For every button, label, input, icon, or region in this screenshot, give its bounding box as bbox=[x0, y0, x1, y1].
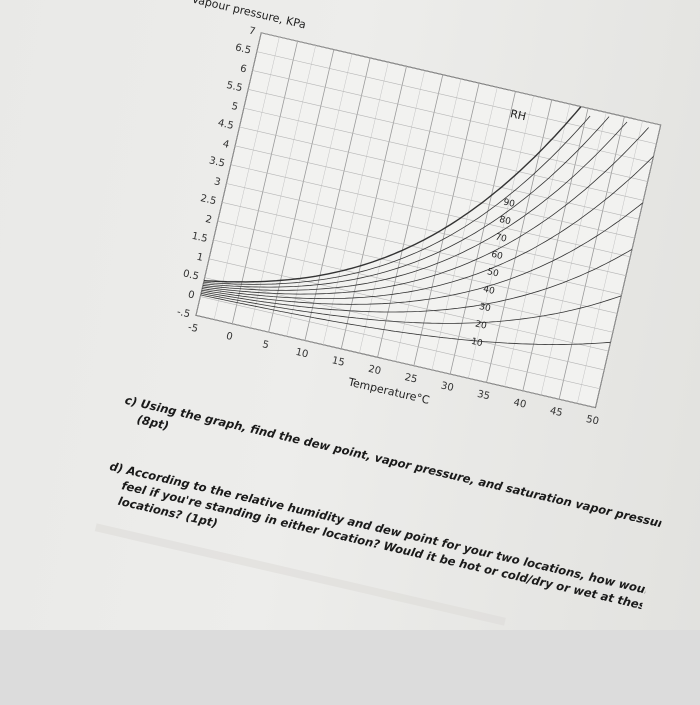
grid-line-x bbox=[231, 41, 298, 324]
y-tick-label: 2.5 bbox=[199, 193, 217, 207]
rh-label-70: 70 bbox=[494, 232, 508, 244]
grid-line-x bbox=[322, 62, 389, 345]
grid-line-y bbox=[200, 296, 600, 390]
x-tick-label: 5 bbox=[261, 339, 270, 351]
grid-line-y bbox=[208, 258, 609, 352]
y-tick-label: 6.5 bbox=[234, 42, 252, 56]
rh-label-30: 30 bbox=[478, 302, 492, 314]
grid-line-x bbox=[395, 78, 462, 362]
x-tick-label: 30 bbox=[440, 380, 455, 394]
grid-line-x bbox=[340, 66, 407, 349]
y-tick-label: 7 bbox=[248, 26, 257, 38]
grid-line-y bbox=[252, 70, 653, 163]
question-c-line1: c) Using the graph, find the dew point, … bbox=[124, 393, 678, 534]
rh-label-80: 80 bbox=[498, 215, 512, 227]
x-tick-label: 0 bbox=[225, 331, 234, 343]
grid-line-y bbox=[261, 32, 661, 126]
y-tick-label: 4.5 bbox=[217, 118, 235, 132]
grid-line-x bbox=[286, 53, 353, 337]
y-tick-label: 0.5 bbox=[182, 268, 200, 282]
question-c-line2: (8pt) bbox=[136, 412, 171, 433]
rh-label-90: 90 bbox=[502, 198, 516, 210]
grid-line-x bbox=[449, 91, 516, 375]
y-tick-label: 0 bbox=[187, 289, 196, 301]
x-tick-labels: -5 0 5 10 15 20 25 30 35 40 45 50 bbox=[187, 322, 600, 428]
grid-line-y bbox=[213, 239, 613, 333]
rh-curve-labels: 90 80 70 60 50 40 30 20 10 bbox=[470, 198, 516, 350]
y-tick-label: 6 bbox=[239, 63, 248, 75]
x-tick-label: 15 bbox=[331, 355, 346, 369]
y-tick-label: 1.5 bbox=[191, 231, 209, 245]
y-tick-label: 1 bbox=[195, 252, 204, 264]
y-tick-label: 5.5 bbox=[225, 80, 243, 94]
rh-label-10: 10 bbox=[470, 337, 484, 349]
rh-label-20: 20 bbox=[474, 319, 488, 331]
y-tick-label: -.5 bbox=[176, 307, 191, 321]
grid-line-y bbox=[217, 220, 618, 314]
rh-curve-30 bbox=[201, 249, 633, 313]
rh-label-50: 50 bbox=[486, 267, 500, 279]
x-tick-label: 25 bbox=[403, 372, 418, 386]
grid-line-y bbox=[239, 126, 640, 220]
x-tick-label: 20 bbox=[367, 364, 382, 378]
grid-line-x bbox=[577, 120, 643, 404]
x-tick-label: 35 bbox=[476, 389, 491, 403]
grid-line-x bbox=[540, 112, 607, 396]
grid-line-y bbox=[226, 183, 626, 277]
grid-line-y bbox=[235, 145, 635, 239]
rh-curve-60 bbox=[202, 127, 649, 295]
grid-vertical bbox=[195, 32, 662, 408]
grid-line-y bbox=[195, 315, 596, 408]
grid-line-y bbox=[256, 51, 657, 145]
grid-line-y bbox=[221, 202, 622, 295]
x-tick-label: 50 bbox=[585, 414, 600, 428]
rh-curve-80 bbox=[203, 116, 610, 288]
grid-line-x bbox=[195, 32, 262, 316]
grid-line-x bbox=[595, 124, 662, 408]
grid-line-x bbox=[359, 70, 425, 354]
y-tick-labels: -.5 0 0.5 1 1.5 2 2.5 3 3.5 4 4.5 5 5.5 6 6.5 7 bbox=[176, 26, 257, 321]
grid-line-x bbox=[431, 87, 498, 370]
grid-line-x bbox=[468, 95, 534, 379]
rh-label-40: 40 bbox=[482, 285, 496, 297]
x-tick-label: 10 bbox=[294, 347, 309, 361]
rh-curve-50 bbox=[202, 156, 654, 300]
grid-line-x bbox=[250, 45, 316, 328]
grid-line-y bbox=[248, 89, 648, 182]
x-tick-label: 45 bbox=[549, 406, 564, 420]
rh-curve-100 bbox=[203, 106, 582, 283]
grid-horizontal bbox=[195, 32, 661, 408]
rh-curve-20 bbox=[200, 292, 622, 324]
y-tick-label: 2 bbox=[204, 214, 213, 226]
grid-line-x bbox=[377, 74, 444, 358]
grid-line-x bbox=[413, 83, 480, 366]
rh-legend-label: RH bbox=[509, 107, 527, 123]
rh-curve-70 bbox=[202, 121, 628, 291]
grid-line-x bbox=[213, 36, 280, 320]
grid-line-y bbox=[243, 107, 644, 201]
y-tick-label: 4 bbox=[222, 139, 231, 151]
y-tick-label: 5 bbox=[230, 101, 239, 113]
grid-line-x bbox=[504, 104, 571, 387]
grid-line-x bbox=[268, 49, 335, 333]
rh-curve-40 bbox=[201, 202, 643, 305]
bleed-through-shadow bbox=[94, 523, 506, 626]
question-d-line1: d) According to the relative humidity an… bbox=[108, 459, 685, 605]
rh-label-60: 60 bbox=[490, 250, 504, 262]
y-tick-label: 3 bbox=[213, 176, 222, 188]
worksheet-page: 90 80 70 60 50 40 30 20 10 -.5 0 0.5 1 1.5 2 2.5 3 3.5 4 4… bbox=[0, 0, 700, 630]
grid-line-x bbox=[522, 108, 589, 391]
x-tick-label: 40 bbox=[512, 397, 527, 411]
x-tick-label: -5 bbox=[187, 322, 199, 335]
rh-curve-10 bbox=[200, 294, 611, 345]
rh-curves bbox=[200, 106, 654, 345]
grid-line-x bbox=[304, 57, 371, 341]
rh-curve-90 bbox=[203, 115, 591, 285]
grid-line-x bbox=[486, 99, 553, 383]
y-tick-label: 3.5 bbox=[208, 155, 226, 169]
x-axis-label: Temperature°C bbox=[346, 375, 431, 407]
grid-line-y bbox=[230, 164, 631, 258]
